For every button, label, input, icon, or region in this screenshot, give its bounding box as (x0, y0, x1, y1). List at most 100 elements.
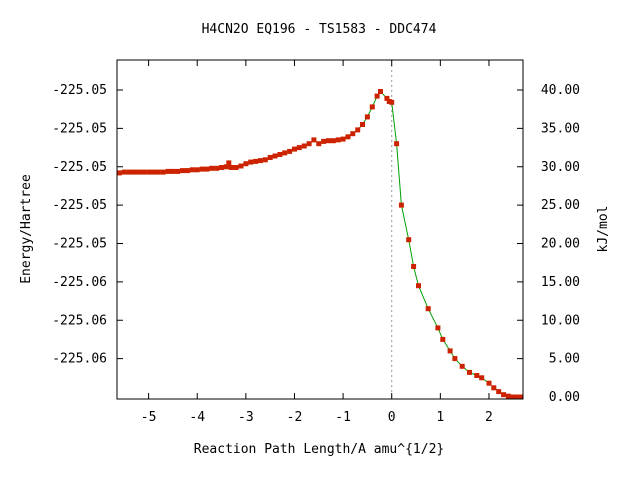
data-point (326, 138, 331, 144)
data-point (194, 167, 200, 173)
data-point (141, 169, 147, 175)
data-point (435, 325, 441, 331)
series-line (119, 90, 521, 398)
data-point (316, 141, 322, 147)
data-point (160, 169, 166, 175)
data-point (306, 141, 312, 147)
data-point (491, 385, 497, 391)
data-point (369, 104, 375, 110)
data-point (355, 127, 361, 133)
series-polyline (119, 90, 521, 398)
data-point (219, 165, 224, 170)
data-point (360, 122, 365, 127)
y-right-tick-label: 0.00 (549, 390, 580, 405)
data-point (364, 114, 370, 120)
data-point (170, 168, 176, 174)
y-right-tick-label: 35.00 (541, 121, 580, 136)
x-tick-label: 2 (485, 410, 493, 425)
x-tick-label: 0 (388, 410, 396, 425)
y-left-tick-label: -225.06 (52, 313, 107, 328)
data-point (384, 95, 390, 101)
data-point (416, 283, 421, 289)
data-point (209, 165, 215, 171)
y-left-tick-label: -225.05 (52, 237, 107, 252)
data-point (340, 136, 346, 142)
y-right-tick-label: 40.00 (541, 83, 580, 98)
data-point (267, 155, 273, 160)
data-point (121, 169, 127, 175)
data-point (253, 158, 259, 164)
plot-frame (116, 59, 524, 400)
data-point (406, 237, 412, 243)
data-point (233, 165, 239, 170)
data-point (505, 393, 511, 399)
y2-axis-label: kJ/mol (596, 206, 611, 253)
data-point (131, 169, 137, 175)
data-point (223, 164, 229, 170)
y-left-tick-label: -225.05 (52, 121, 107, 136)
data-point (311, 137, 317, 143)
y-left-tick-label: -225.06 (52, 275, 107, 290)
data-point (165, 168, 171, 174)
data-point (447, 348, 453, 354)
data-point (350, 131, 356, 137)
data-point (459, 363, 465, 369)
data-point (394, 141, 400, 147)
x-tick-label: -2 (287, 410, 303, 425)
data-point (479, 375, 485, 381)
axis-ticks (117, 60, 523, 399)
x-tick-label: 1 (436, 410, 444, 425)
x-axis-label: Reaction Path Length/A amu^{1/2} (194, 442, 444, 457)
data-point (228, 165, 234, 170)
data-point (282, 150, 288, 156)
data-point (287, 148, 293, 154)
y-axis-label: Energy/Hartree (19, 174, 34, 284)
data-point (155, 169, 161, 175)
data-point (513, 394, 519, 400)
data-point (398, 202, 404, 208)
y-left-tick-label: -225.05 (52, 160, 107, 175)
data-point (126, 169, 132, 175)
data-point (440, 336, 446, 342)
y-left-tick-label: -225.05 (52, 198, 107, 213)
x-tick-label: -4 (189, 410, 205, 425)
data-point (345, 134, 351, 140)
data-point (199, 166, 205, 172)
y-right-tick-label: 20.00 (541, 237, 580, 252)
y-right-tick-label: 25.00 (541, 198, 580, 213)
data-point (262, 157, 268, 163)
data-point (136, 169, 142, 175)
data-point (501, 392, 507, 398)
data-point (330, 138, 336, 144)
x-tick-label: -3 (238, 410, 254, 425)
data-point (474, 373, 480, 378)
data-point (175, 168, 181, 174)
data-point (257, 158, 263, 164)
data-point (248, 159, 254, 165)
data-point (411, 264, 417, 269)
data-point (272, 153, 278, 159)
data-point (116, 170, 122, 176)
data-point (180, 168, 186, 174)
data-points (116, 89, 524, 400)
data-point (296, 145, 302, 151)
chart-title: H4CN2O EQ196 - TS1583 - DDC474 (202, 22, 437, 37)
data-point (374, 93, 380, 99)
data-point (486, 380, 492, 386)
x-tick-label: -5 (141, 410, 157, 425)
y-left-tick-label: -225.06 (52, 352, 107, 367)
axis-tick-labels: -5 -4 -3 -2 -1 0 1 2 -225.05 -225.05 -225.05 -225.0… (52, 83, 580, 425)
y-right-tick-label: 15.00 (541, 275, 580, 290)
data-point (277, 152, 283, 157)
data-point (292, 146, 297, 152)
data-point (335, 137, 341, 143)
data-point (378, 89, 383, 94)
data-point (146, 169, 152, 175)
data-point (452, 356, 458, 362)
y-right-tick-label: 5.00 (549, 352, 580, 367)
y-right-tick-label: 30.00 (541, 160, 580, 175)
data-point (301, 143, 307, 149)
y-right-tick-label: 10.00 (541, 313, 580, 328)
data-point (204, 166, 210, 172)
